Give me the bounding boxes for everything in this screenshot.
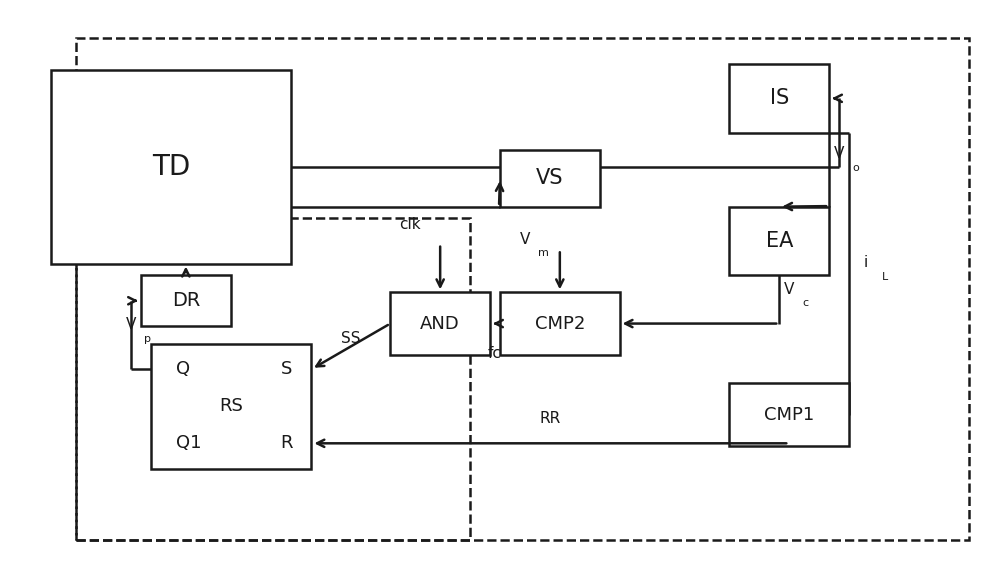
Text: p: p xyxy=(144,334,151,344)
Text: RR: RR xyxy=(539,411,560,426)
Text: m: m xyxy=(538,248,549,258)
Text: L: L xyxy=(882,272,888,281)
FancyBboxPatch shape xyxy=(390,292,490,355)
Text: o: o xyxy=(852,163,859,172)
Text: DR: DR xyxy=(172,291,200,310)
Text: Q: Q xyxy=(176,360,190,378)
Text: clk: clk xyxy=(399,217,421,232)
Text: EA: EA xyxy=(766,231,793,251)
FancyBboxPatch shape xyxy=(141,275,231,327)
Text: S: S xyxy=(281,360,293,378)
FancyBboxPatch shape xyxy=(729,207,829,275)
Text: R: R xyxy=(280,434,293,452)
Text: V: V xyxy=(784,281,795,297)
Text: TD: TD xyxy=(152,153,190,180)
Text: IS: IS xyxy=(770,88,789,108)
FancyBboxPatch shape xyxy=(500,150,600,207)
FancyBboxPatch shape xyxy=(151,344,311,469)
Text: VS: VS xyxy=(536,168,564,188)
FancyBboxPatch shape xyxy=(51,70,291,264)
Text: CMP2: CMP2 xyxy=(535,315,585,332)
Text: fc: fc xyxy=(488,346,502,362)
Text: V: V xyxy=(126,317,136,332)
FancyBboxPatch shape xyxy=(729,64,829,132)
Text: CMP1: CMP1 xyxy=(764,406,814,424)
Text: AND: AND xyxy=(420,315,460,332)
Text: Q1: Q1 xyxy=(176,434,201,452)
Text: V: V xyxy=(520,231,530,247)
FancyBboxPatch shape xyxy=(729,383,849,446)
Text: c: c xyxy=(802,298,808,308)
FancyBboxPatch shape xyxy=(500,292,620,355)
Text: SS: SS xyxy=(341,331,360,346)
Text: i: i xyxy=(864,255,868,270)
Text: RS: RS xyxy=(219,397,243,415)
Text: V: V xyxy=(834,146,844,161)
